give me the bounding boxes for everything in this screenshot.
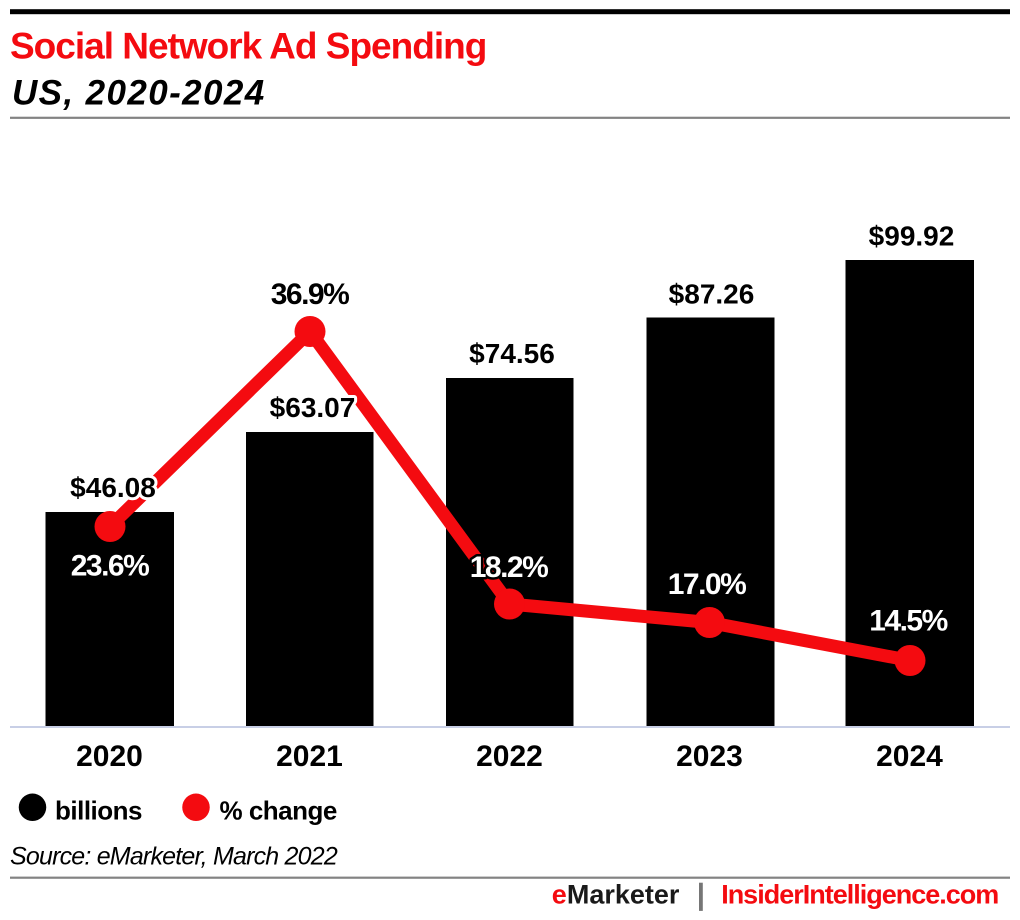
svg-text:Source: eMarketer, March 2022: Source: eMarketer, March 2022 xyxy=(10,843,338,871)
svg-text:Social Network Ad Spending: Social Network Ad Spending xyxy=(10,25,486,66)
svg-text:$63.07: $63.07 xyxy=(270,392,356,423)
svg-text:eMarketer: eMarketer xyxy=(552,880,680,910)
svg-text:InsiderIntelligence.com: InsiderIntelligence.com xyxy=(721,880,998,910)
svg-text:23.6%: 23.6% xyxy=(71,550,149,583)
svg-text:US, 2020-2024: US, 2020-2024 xyxy=(12,74,266,113)
svg-text:18.2%: 18.2% xyxy=(470,551,548,584)
svg-text:36.9%: 36.9% xyxy=(271,278,349,311)
svg-text:$99.92: $99.92 xyxy=(869,220,955,251)
svg-text:14.5%: 14.5% xyxy=(869,605,947,638)
svg-text:2021: 2021 xyxy=(276,740,343,773)
svg-text:$46.08: $46.08 xyxy=(70,472,156,503)
svg-text:$87.26: $87.26 xyxy=(669,278,755,309)
svg-text:$74.56: $74.56 xyxy=(469,338,555,369)
svg-text:2020: 2020 xyxy=(76,740,143,773)
svg-text:% change: % change xyxy=(220,796,337,826)
svg-text:2022: 2022 xyxy=(476,740,543,773)
svg-text:2023: 2023 xyxy=(676,740,743,773)
svg-text:17.0%: 17.0% xyxy=(668,568,746,601)
svg-text:2024: 2024 xyxy=(876,740,943,773)
svg-text:billions: billions xyxy=(55,796,142,826)
